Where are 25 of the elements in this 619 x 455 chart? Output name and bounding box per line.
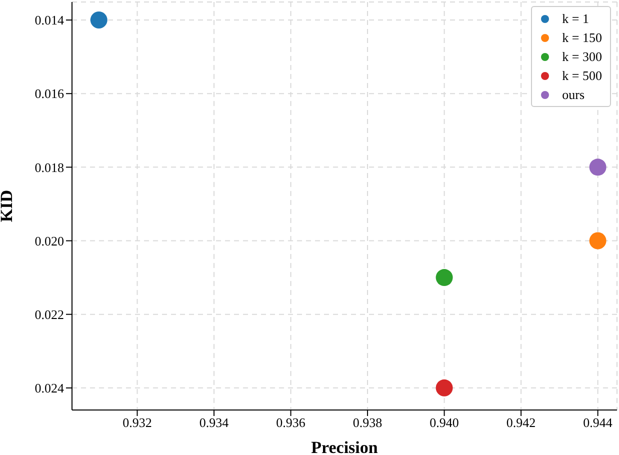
point <box>589 158 606 176</box>
legend-label: k = 500 <box>562 67 602 85</box>
x-tick-label: 0.934 <box>199 415 230 430</box>
point <box>90 12 108 29</box>
point <box>589 232 606 250</box>
x-axis-title: Precision <box>311 438 378 455</box>
x-tick-label: 0.932 <box>122 415 152 430</box>
x-tick-label: 0.938 <box>352 415 382 430</box>
y-tick-label: 0.018 <box>34 160 64 175</box>
y-tick-label: 0.022 <box>34 306 64 322</box>
x-tick-label: 0.936 <box>276 415 306 430</box>
point <box>436 379 453 396</box>
x-tick-label: 0.942 <box>506 415 536 430</box>
y-tick-label: 0.014 <box>34 12 64 28</box>
legend-label: ours <box>562 86 585 104</box>
legend-label: k = 150 <box>562 29 602 47</box>
legend-label: k = 300 <box>562 48 602 66</box>
y-tick-label: 0.016 <box>34 86 64 102</box>
legend-label: k = 1 <box>562 10 589 28</box>
x-tick-label: 0.944 <box>583 415 613 430</box>
point <box>436 269 453 286</box>
y-tick-label: 0.024 <box>34 380 64 396</box>
y-axis-title: KID <box>0 190 16 222</box>
x-tick-label: 0.940 <box>430 415 459 430</box>
y-tick-label: 0.020 <box>34 233 64 248</box>
